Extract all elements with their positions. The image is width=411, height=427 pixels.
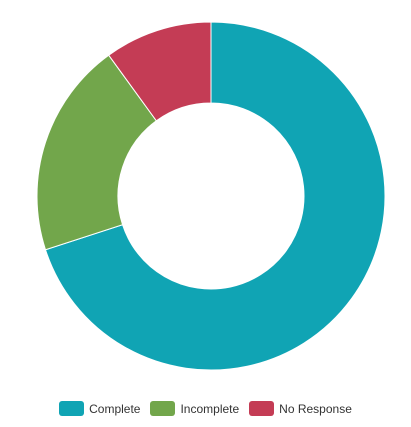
donut-slice-no-response[interactable]: [108, 21, 212, 122]
legend-swatch-incomplete: [150, 401, 176, 416]
legend-item-complete[interactable]: Complete: [59, 401, 140, 416]
donut-slices: [36, 21, 386, 371]
legend-swatch-no-response: [249, 401, 275, 416]
donut-slice-complete[interactable]: [44, 21, 386, 371]
donut-slice-incomplete[interactable]: [36, 54, 158, 251]
legend-swatch-complete: [59, 401, 85, 416]
chart-legend: Complete Incomplete No Response: [0, 401, 411, 416]
legend-item-no-response[interactable]: No Response: [249, 401, 352, 416]
legend-item-incomplete[interactable]: Incomplete: [150, 401, 239, 416]
legend-label-no-response: No Response: [279, 401, 352, 416]
legend-label-incomplete: Incomplete: [180, 401, 240, 416]
donut-chart-plot: [36, 21, 386, 371]
legend-label-complete: Complete: [89, 401, 141, 416]
